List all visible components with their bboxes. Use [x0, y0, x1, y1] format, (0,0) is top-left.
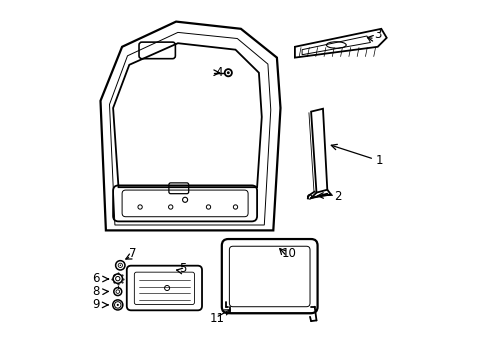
Text: 10: 10 — [282, 247, 296, 260]
Text: 1: 1 — [375, 154, 383, 167]
Text: 5: 5 — [179, 262, 186, 275]
Text: 6: 6 — [92, 273, 100, 285]
Circle shape — [117, 304, 119, 306]
Circle shape — [120, 265, 121, 266]
Circle shape — [226, 71, 229, 74]
Text: 3: 3 — [373, 28, 381, 41]
Text: 11: 11 — [209, 312, 224, 325]
Text: 7: 7 — [129, 247, 136, 260]
Text: 8: 8 — [92, 285, 100, 298]
Text: 4: 4 — [215, 66, 223, 79]
Text: 2: 2 — [334, 190, 341, 203]
Text: 9: 9 — [92, 298, 100, 311]
